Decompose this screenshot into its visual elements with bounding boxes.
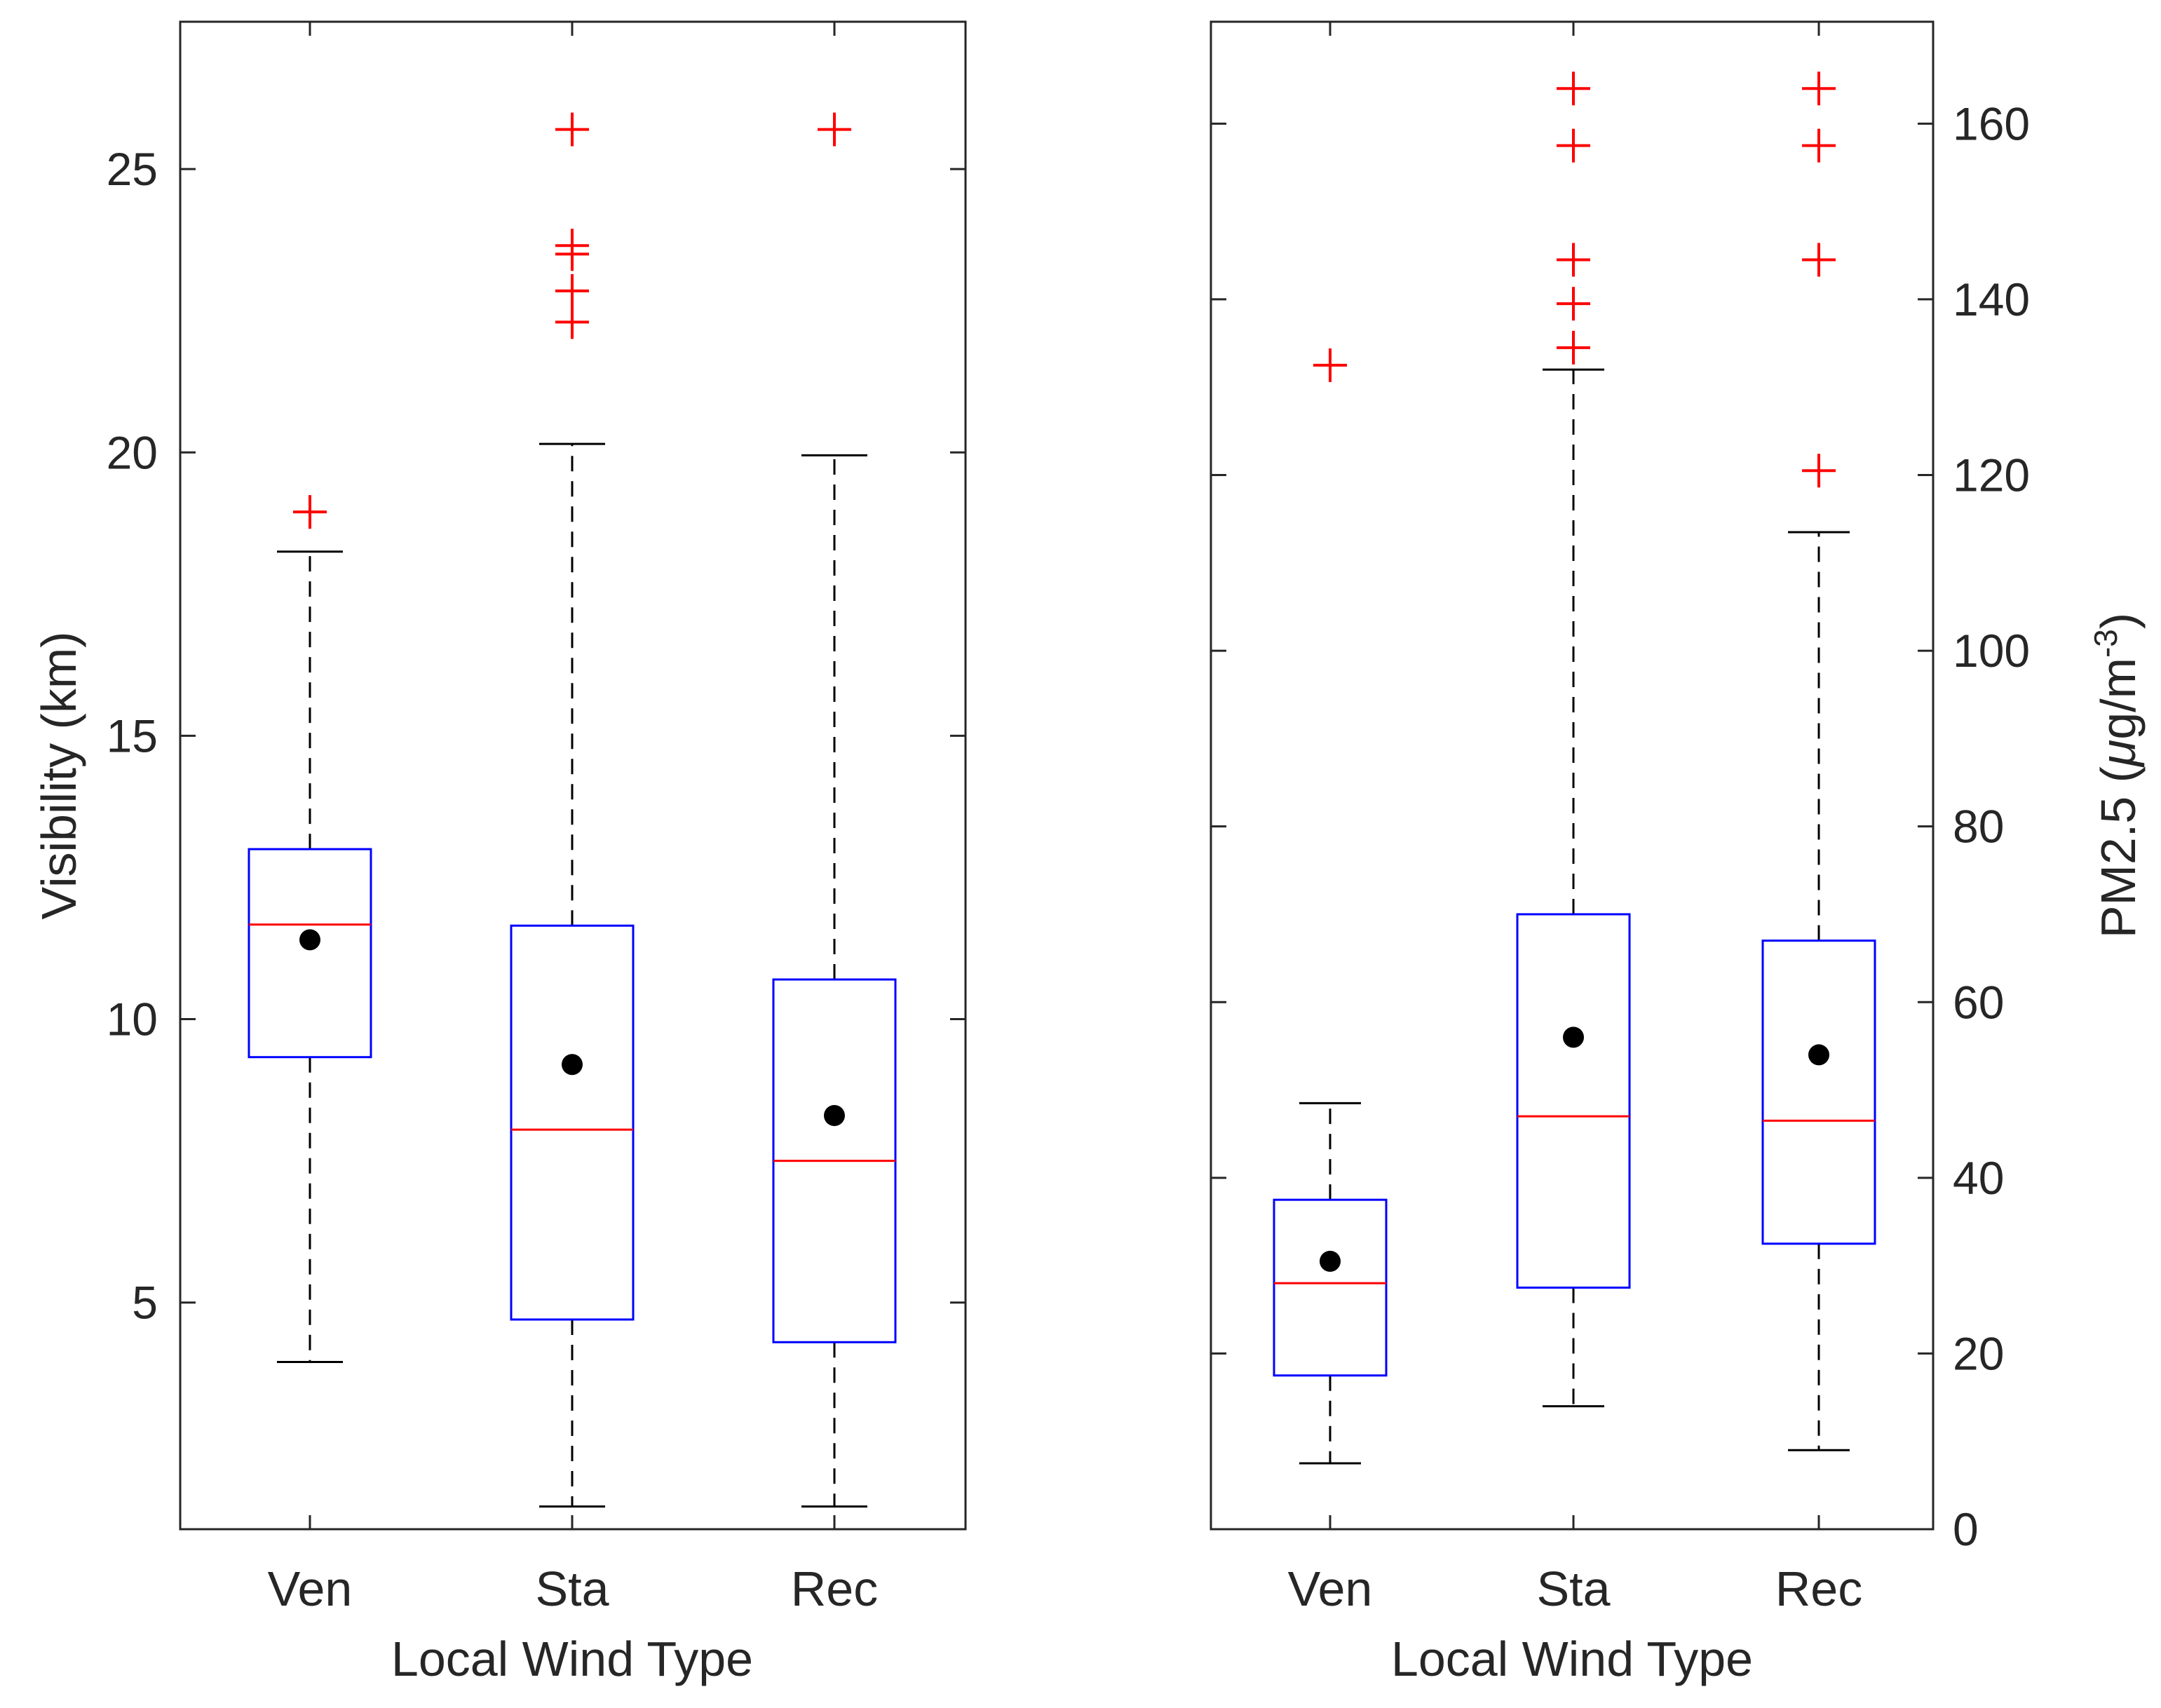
outlier-marker bbox=[1802, 128, 1836, 163]
right-y-label-unit: g/m bbox=[2091, 658, 2146, 740]
right-y-label-suffix: ) bbox=[2091, 613, 2146, 629]
right-y-axis-label: PM2.5 (μg/m-3) bbox=[2087, 613, 2146, 938]
right-y-ticks: 0 20 40 60 80 100 120 140 160 bbox=[1211, 22, 2030, 1555]
iqr-box bbox=[510, 924, 635, 1321]
left-y-tick-label: 20 bbox=[107, 426, 158, 478]
left-box-sta bbox=[510, 112, 635, 1508]
right-y-tick-label: 20 bbox=[1953, 1327, 2004, 1379]
right-x-ticks: Ven Sta Rec bbox=[1288, 1561, 1863, 1616]
outlier-marker bbox=[293, 495, 327, 529]
left-category-sta: Sta bbox=[535, 1561, 609, 1616]
outlier-marker bbox=[555, 273, 589, 308]
left-x-axis-label: Local Wind Type bbox=[391, 1632, 753, 1686]
outlier-marker bbox=[555, 237, 589, 271]
right-box-ven bbox=[1273, 348, 1388, 1465]
mean-marker bbox=[1563, 1026, 1584, 1048]
outlier-marker bbox=[1557, 128, 1590, 163]
left-box-ven bbox=[248, 495, 372, 1364]
iqr-box bbox=[1516, 913, 1631, 1289]
right-y-tick-label: 160 bbox=[1953, 97, 2030, 149]
right-y-label-mu: μ bbox=[2091, 740, 2146, 768]
outlier-marker bbox=[1557, 243, 1590, 277]
left-y-tick-label: 5 bbox=[132, 1277, 158, 1329]
right-y-tick-label: 40 bbox=[1953, 1152, 2004, 1204]
right-y-tick-label: 100 bbox=[1953, 625, 2030, 677]
left-y-tick-label: 25 bbox=[107, 143, 158, 195]
left-x-ticks: Ven Sta Rec bbox=[268, 1561, 879, 1616]
right-category-rec: Rec bbox=[1775, 1561, 1862, 1616]
right-box-rec bbox=[1761, 72, 1876, 1451]
left-y-ticks: 5 10 15 20 25 bbox=[107, 22, 966, 1529]
outlier-marker bbox=[1313, 348, 1347, 382]
right-category-sta: Sta bbox=[1536, 1561, 1610, 1616]
right-box-sta bbox=[1516, 72, 1631, 1408]
visibility-boxplot-panel: 5 10 15 20 25 Ven Sta Rec Local Wind Type Vi… bbox=[32, 20, 967, 1686]
mean-marker bbox=[1320, 1250, 1341, 1272]
outlier-marker bbox=[1802, 454, 1836, 488]
outlier-marker bbox=[1557, 72, 1590, 106]
left-box-marks bbox=[248, 112, 897, 1508]
right-y-label-exponent: -3 bbox=[2087, 629, 2124, 658]
right-y-tick-label: 120 bbox=[1953, 449, 2030, 501]
outlier-marker bbox=[1802, 243, 1836, 277]
mean-marker bbox=[562, 1054, 583, 1076]
iqr-box bbox=[1761, 940, 1876, 1245]
right-axes-frame bbox=[1210, 20, 1935, 1531]
outlier-marker bbox=[1557, 287, 1590, 321]
outlier-marker bbox=[818, 112, 851, 147]
left-category-rec: Rec bbox=[791, 1561, 878, 1616]
right-category-ven: Ven bbox=[1288, 1561, 1373, 1616]
left-y-axis-label: Visibility (km) bbox=[32, 632, 86, 920]
right-y-label-prefix: PM2.5 ( bbox=[2091, 766, 2146, 938]
left-box-rec bbox=[772, 112, 897, 1508]
mean-marker bbox=[824, 1104, 845, 1126]
outlier-marker bbox=[555, 112, 589, 147]
right-y-tick-label: 80 bbox=[1953, 801, 2004, 853]
right-y-tick-label: 140 bbox=[1953, 273, 2030, 325]
mean-marker bbox=[299, 929, 320, 951]
left-category-ven: Ven bbox=[268, 1561, 353, 1616]
outlier-marker bbox=[555, 305, 589, 339]
right-box-marks bbox=[1273, 72, 1876, 1465]
right-y-tick-label: 0 bbox=[1953, 1503, 1979, 1555]
iqr-box bbox=[1273, 1198, 1388, 1377]
outlier-marker bbox=[1557, 330, 1590, 365]
right-y-tick-label: 60 bbox=[1953, 976, 2004, 1028]
outlier-marker bbox=[1802, 72, 1836, 106]
iqr-box bbox=[248, 848, 372, 1059]
mean-marker bbox=[1808, 1044, 1829, 1066]
left-y-tick-label: 10 bbox=[107, 994, 158, 1045]
left-y-tick-label: 15 bbox=[107, 710, 158, 761]
right-x-axis-label: Local Wind Type bbox=[1391, 1632, 1753, 1686]
pm25-boxplot-panel: 0 20 40 60 80 100 120 140 160 Ven Sta Rec Local … bbox=[1210, 20, 2146, 1686]
